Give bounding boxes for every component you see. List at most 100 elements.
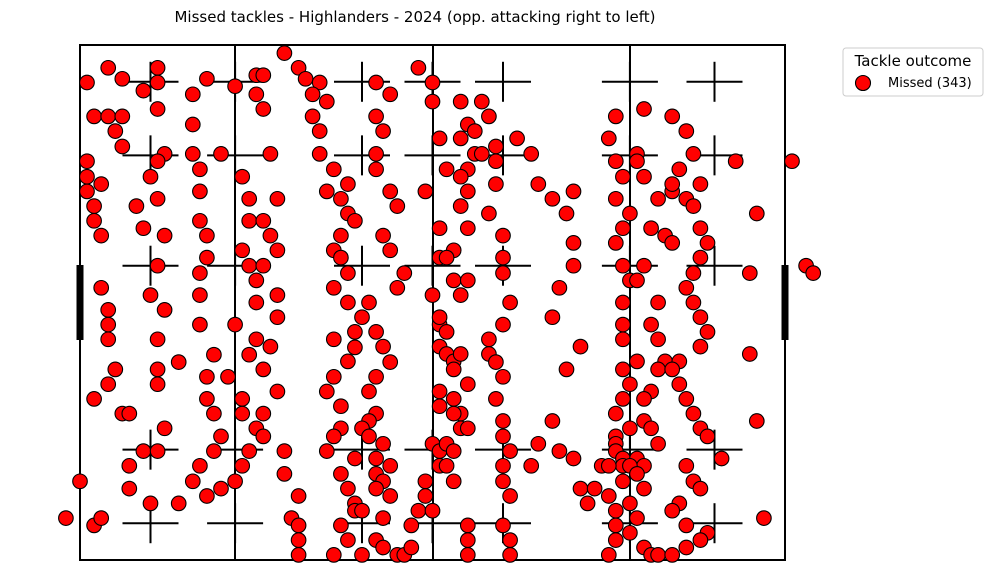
missed-tackle-point	[192, 287, 208, 303]
missed-tackle-point	[410, 59, 427, 76]
missed-tackle-point	[615, 473, 631, 490]
missed-tackle-point	[333, 517, 349, 534]
missed-tackle-point	[234, 168, 251, 185]
missed-tackle-point	[276, 443, 293, 459]
missed-tackle-point	[495, 517, 511, 534]
missed-tackle-point	[255, 212, 272, 229]
missed-tackle-point	[262, 146, 279, 162]
missed-tackle-point	[93, 279, 110, 296]
missed-tackle-point	[114, 138, 131, 155]
missed-tackle-point	[184, 146, 201, 162]
missed-tackle-point	[650, 331, 666, 348]
missed-tackle-point	[445, 391, 462, 407]
missed-tackle-point	[290, 488, 307, 504]
missed-tackle-point	[389, 198, 406, 214]
missed-tackle-point	[692, 338, 709, 355]
missed-tackle-point	[417, 473, 434, 490]
missed-tackle-point	[93, 510, 110, 526]
missed-tackle-point	[438, 249, 455, 266]
missed-tackle-point	[495, 368, 511, 385]
missed-tackle-point	[333, 190, 349, 207]
missed-tackle-point	[431, 383, 448, 400]
missed-tackle-point	[192, 316, 208, 333]
missed-tackle-point	[199, 70, 215, 87]
missed-tackle-point	[347, 339, 363, 356]
missed-tackle-point	[368, 368, 384, 385]
missed-tackle-point	[248, 272, 265, 289]
missed-tackle-point	[79, 153, 95, 170]
missed-tackle-point	[466, 123, 483, 139]
missed-tackle-point	[600, 457, 617, 474]
missed-tackle-point	[79, 168, 95, 185]
missed-tackle-point	[452, 130, 469, 147]
missed-tackle-point	[333, 249, 349, 266]
missed-tackle-point	[227, 473, 243, 490]
missed-tackle-point	[452, 346, 469, 362]
missed-tackle-point	[199, 368, 215, 385]
missed-tackle-point	[615, 391, 631, 407]
missed-tackle-point	[255, 257, 272, 274]
missed-tackle-point	[149, 74, 166, 91]
missed-tackle-point	[551, 443, 568, 459]
missed-tackle-point	[340, 353, 356, 370]
missed-tackle-point	[495, 473, 511, 490]
missed-tackle-point	[459, 517, 476, 534]
missed-tackle-point	[664, 502, 681, 519]
missed-tackle-point	[234, 405, 251, 422]
missed-tackle-point	[149, 190, 166, 207]
missed-tackle-point	[692, 532, 709, 548]
missed-tackle-point	[495, 227, 511, 244]
missed-tackle-point	[142, 495, 159, 512]
missed-tackle-point	[354, 502, 370, 519]
missed-tackle-point	[481, 331, 497, 348]
data-points	[58, 45, 822, 563]
missed-tackle-point	[340, 176, 356, 192]
missed-tackle-point	[600, 547, 617, 563]
missed-tackle-point	[93, 227, 110, 244]
missed-tackle-point	[333, 466, 349, 482]
missed-tackle-point	[318, 443, 335, 459]
missed-tackle-point	[199, 227, 215, 244]
missed-tackle-point	[107, 123, 124, 139]
missed-tackle-point	[72, 473, 88, 490]
missed-tackle-point	[100, 108, 117, 125]
missed-tackle-point	[135, 82, 152, 99]
missed-tackle-point	[445, 473, 462, 490]
missed-tackle-point	[192, 212, 208, 229]
missed-tackle-point	[622, 205, 638, 222]
missed-tackle-point	[615, 257, 631, 274]
missed-tackle-point	[340, 532, 356, 548]
missed-tackle-point	[417, 183, 434, 200]
missed-tackle-point	[382, 457, 399, 474]
missed-tackle-point	[206, 405, 222, 422]
missed-tackle-point	[459, 420, 476, 437]
missed-tackle-point	[347, 324, 363, 340]
missed-tackle-point	[607, 108, 624, 125]
missed-tackle-point	[629, 153, 645, 170]
missed-tackle-point	[93, 176, 110, 192]
missed-tackle-point	[375, 539, 391, 556]
missed-tackle-point	[481, 108, 497, 125]
missed-tackle-point	[156, 302, 173, 318]
missed-tackle-point	[741, 346, 758, 362]
missed-tackle-point	[248, 86, 265, 103]
missed-tackle-point	[255, 67, 272, 84]
missed-tackle-point	[241, 346, 258, 363]
missed-tackle-point	[100, 302, 117, 318]
missed-tackle-point	[86, 391, 102, 407]
missed-tackle-point	[262, 227, 279, 244]
missed-tackle-point	[424, 287, 441, 303]
missed-tackle-point	[615, 331, 631, 348]
missed-tackle-point	[107, 361, 124, 378]
missed-tackle-point	[206, 443, 222, 459]
missed-tackle-point	[699, 428, 716, 445]
missed-tackle-point	[438, 161, 455, 178]
missed-tackle-point	[748, 205, 765, 222]
missed-tackle-point	[325, 161, 342, 178]
missed-tackle-point	[558, 361, 575, 378]
missed-tackle-point	[255, 101, 272, 117]
missed-tackle-point	[241, 257, 258, 274]
missed-tackle-point	[382, 86, 399, 103]
missed-tackle-point	[600, 130, 617, 147]
missed-tackle-point	[213, 428, 229, 445]
